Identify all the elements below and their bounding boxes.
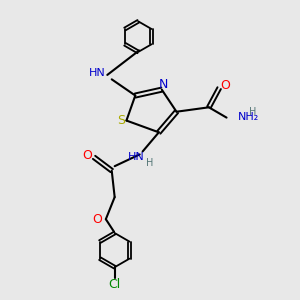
Text: HN: HN (128, 152, 145, 162)
Text: Cl: Cl (109, 278, 121, 291)
Text: HN: HN (89, 68, 106, 78)
Text: N: N (159, 78, 168, 91)
Text: H: H (249, 107, 256, 117)
Text: O: O (82, 148, 92, 161)
Text: NH₂: NH₂ (238, 112, 259, 122)
Text: S: S (117, 114, 125, 127)
Text: H: H (146, 158, 154, 168)
Text: O: O (220, 79, 230, 92)
Text: O: O (93, 213, 103, 226)
